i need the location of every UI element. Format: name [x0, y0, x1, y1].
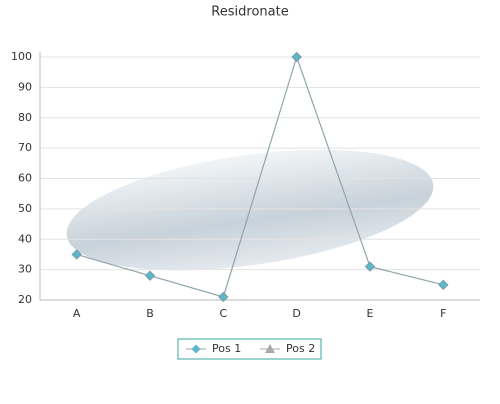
legend-box — [177, 338, 322, 360]
legend-marker — [191, 344, 201, 354]
y-tick-label: 30 — [18, 263, 32, 276]
point — [71, 249, 82, 260]
x-tick-label: D — [292, 307, 300, 320]
y-tick-label: 80 — [18, 111, 32, 124]
x-tick-label: A — [73, 307, 81, 320]
x-tick-label: E — [367, 307, 374, 320]
series-line — [76, 55, 444, 298]
y-tick-label: 50 — [18, 202, 32, 215]
y-tick-label: 20 — [18, 293, 32, 306]
legend-label: Pos 1 — [212, 342, 241, 355]
chart-title: Residronate — [211, 5, 288, 20]
point — [291, 51, 302, 63]
legend-marker — [265, 344, 275, 353]
y-tick-label: 100 — [11, 50, 32, 63]
legend-label: Pos 2 — [286, 342, 315, 355]
y-tick-label: 40 — [18, 232, 32, 245]
point — [438, 279, 449, 291]
point — [218, 291, 229, 303]
legend: Pos 1 Pos 2 — [177, 338, 322, 360]
y-tick-label: 70 — [18, 141, 32, 154]
point — [144, 270, 156, 281]
x-tick-label: C — [219, 307, 227, 320]
y-tick-label: 60 — [18, 172, 32, 185]
x-tick-label: F — [440, 307, 446, 320]
y-tick-label: 90 — [18, 80, 32, 93]
x-tick-label: B — [146, 307, 154, 320]
point — [364, 261, 376, 272]
